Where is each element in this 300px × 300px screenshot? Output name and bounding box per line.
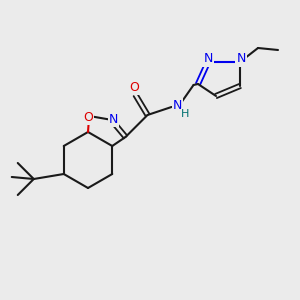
Text: N: N xyxy=(236,52,246,65)
Text: N: N xyxy=(203,52,213,65)
Text: O: O xyxy=(83,112,93,124)
Text: N: N xyxy=(109,113,118,126)
Text: N: N xyxy=(173,100,182,112)
Text: O: O xyxy=(130,82,140,94)
Text: H: H xyxy=(181,109,190,119)
